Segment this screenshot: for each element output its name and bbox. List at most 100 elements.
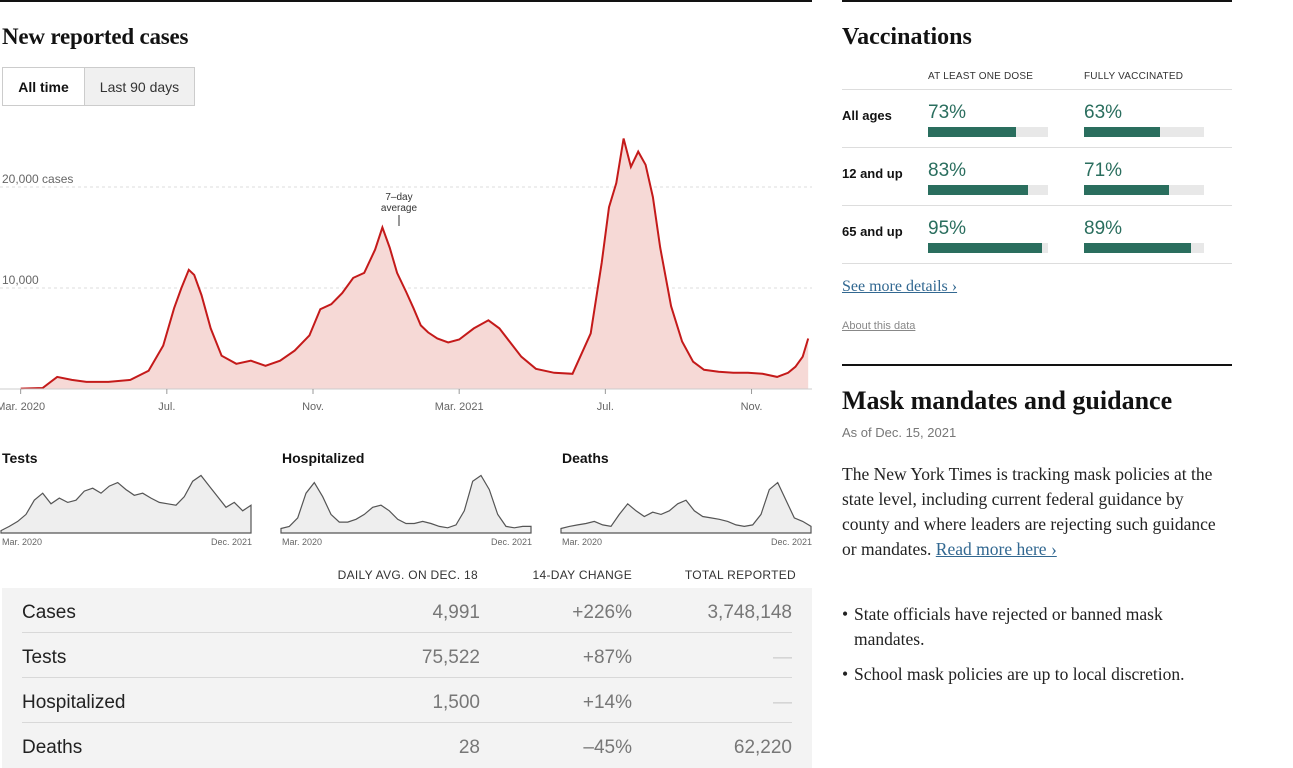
bar-fill xyxy=(928,127,1016,137)
row-total: — xyxy=(773,647,792,668)
fully-vaccinated-pct: 63% xyxy=(1084,102,1123,123)
table-row: Cases 4,991 +226% 3,748,148 xyxy=(22,588,792,633)
tests-sparkline-path xyxy=(0,474,252,534)
vaccinations-title: Vaccinations xyxy=(842,24,972,50)
one-dose-bar xyxy=(928,127,1048,137)
mask-bullet: State officials have rejected or banned … xyxy=(842,602,1232,652)
mask-body-text: The New York Times is tracking mask poli… xyxy=(842,464,1216,559)
cases-title: New reported cases xyxy=(2,24,189,49)
x-tick-label: Nov. xyxy=(302,401,324,413)
hospitalized-mini-chart: Hospitalized Mar. 2020 Dec. 2021 xyxy=(280,448,532,558)
divider xyxy=(842,205,1232,206)
header-one-dose: AT LEAST ONE DOSE xyxy=(928,71,1034,82)
vax-row-label: All ages xyxy=(842,108,892,123)
row-total: — xyxy=(773,692,792,713)
row-name: Hospitalized xyxy=(22,692,126,713)
vax-row-label: 65 and up xyxy=(842,224,903,239)
row-change: +87% xyxy=(582,647,632,668)
deaths-mini-chart: Deaths Mar. 2020 Dec. 2021 xyxy=(560,448,812,558)
tests-end-date: Dec. 2021 xyxy=(210,537,252,547)
x-tick-label: Mar. 2020 xyxy=(0,401,45,413)
mask-description: The New York Times is tracking mask poli… xyxy=(842,462,1232,562)
one-dose-bar xyxy=(928,243,1048,253)
vax-row-label: 12 and up xyxy=(842,166,903,181)
row-change: +14% xyxy=(582,692,632,713)
hospitalized-sparkline-path xyxy=(280,474,532,534)
tests-sparkline xyxy=(0,474,252,534)
cases-panel: New reported cases All time Last 90 days… xyxy=(0,0,812,768)
bar-fill xyxy=(928,185,1028,195)
cases-chart: 20,000 cases 10,000 Mar. 2020 Jul. Nov. Mar… xyxy=(0,138,812,413)
tests-mini-title: Tests xyxy=(2,450,38,466)
fully-vaccinated-bar xyxy=(1084,243,1204,253)
y-label-20000: 20,000 cases xyxy=(2,172,73,186)
row-total: 3,748,148 xyxy=(707,602,792,623)
header-total-reported: TOTAL REPORTED xyxy=(684,568,796,582)
stats-table: Cases 4,991 +226% 3,748,148 Tests 75,522… xyxy=(2,588,812,768)
table-row: Tests 75,522 +87% — xyxy=(22,633,792,678)
table-row: Deaths 28 –45% 62,220 xyxy=(22,723,792,768)
x-tick-label: Jul. xyxy=(597,401,614,413)
fully-vaccinated-pct: 71% xyxy=(1084,160,1123,181)
y-label-10000: 10,000 xyxy=(2,273,39,287)
annotation-line2: average xyxy=(381,203,418,214)
bar-fill xyxy=(928,243,1042,253)
row-daily-avg: 75,522 xyxy=(421,647,480,668)
annotation-line1: 7–day xyxy=(385,192,412,203)
x-axis: Mar. 2020 Jul. Nov. Mar. 2021 Jul. Nov. xyxy=(0,389,762,413)
read-more-link[interactable]: Read more here › xyxy=(935,539,1057,559)
one-dose-pct: 83% xyxy=(928,160,967,181)
bar-fill xyxy=(1084,127,1160,137)
header-14-day-change: 14-DAY CHANGE xyxy=(532,568,632,582)
row-name: Cases xyxy=(22,602,76,623)
mask-bullet: School mask policies are up to local dis… xyxy=(842,662,1232,687)
deaths-start-date: Mar. 2020 xyxy=(562,537,603,547)
one-dose-bar xyxy=(928,185,1048,195)
see-more-details-link[interactable]: See more details › xyxy=(842,278,958,295)
hospitalized-mini-title: Hospitalized xyxy=(282,450,365,466)
row-name: Tests xyxy=(22,647,67,668)
divider xyxy=(842,147,1232,148)
x-tick-label: Mar. 2021 xyxy=(435,401,484,413)
one-dose-pct: 95% xyxy=(928,218,967,239)
section-rule xyxy=(842,364,1232,366)
bar-fill xyxy=(1084,185,1170,195)
cases-line xyxy=(20,138,810,390)
top-rule xyxy=(0,0,812,2)
row-daily-avg: 1,500 xyxy=(432,692,480,713)
row-daily-avg: 4,991 xyxy=(432,602,480,623)
all-time-toggle[interactable]: All time xyxy=(2,67,85,106)
deaths-end-date: Dec. 2021 xyxy=(770,537,812,547)
header-daily-avg: DAILY AVG. ON DEC. 18 xyxy=(337,568,478,582)
hospitalized-start-date: Mar. 2020 xyxy=(282,537,323,547)
divider xyxy=(842,89,1232,90)
deaths-sparkline xyxy=(560,481,812,534)
row-change: –45% xyxy=(583,737,632,758)
mask-title: Mask mandates and guidance xyxy=(842,386,1173,415)
hospitalized-end-date: Dec. 2021 xyxy=(490,537,532,547)
header-fully-vaccinated: FULLY VACCINATED xyxy=(1084,71,1184,82)
row-name: Deaths xyxy=(22,737,83,758)
deaths-sparkline-path xyxy=(560,481,812,534)
deaths-mini-title: Deaths xyxy=(562,450,609,466)
row-total: 62,220 xyxy=(733,737,792,758)
hospitalized-sparkline xyxy=(280,474,532,534)
fully-vaccinated-pct: 89% xyxy=(1084,218,1123,239)
sidebar-panel: Vaccinations AT LEAST ONE DOSE FULLY VAC… xyxy=(842,0,1232,768)
fully-vaccinated-bar xyxy=(1084,185,1204,195)
tests-start-date: Mar. 2020 xyxy=(2,537,43,547)
x-tick-label: Jul. xyxy=(158,401,175,413)
row-daily-avg: 28 xyxy=(458,737,480,758)
row-change: +226% xyxy=(572,602,632,623)
tests-mini-chart: Tests Mar. 2020 Dec. 2021 xyxy=(0,448,252,558)
table-row: Hospitalized 1,500 +14% — xyxy=(22,678,792,723)
one-dose-pct: 73% xyxy=(928,102,967,123)
fully-vaccinated-bar xyxy=(1084,127,1204,137)
divider xyxy=(842,263,1232,264)
top-rule xyxy=(842,0,1232,2)
about-this-data-link[interactable]: About this data xyxy=(842,320,916,332)
mask-as-of-date: As of Dec. 15, 2021 xyxy=(842,425,957,440)
x-tick-label: Nov. xyxy=(741,401,763,413)
last-90-days-toggle[interactable]: Last 90 days xyxy=(84,67,195,106)
bar-fill xyxy=(1084,243,1191,253)
